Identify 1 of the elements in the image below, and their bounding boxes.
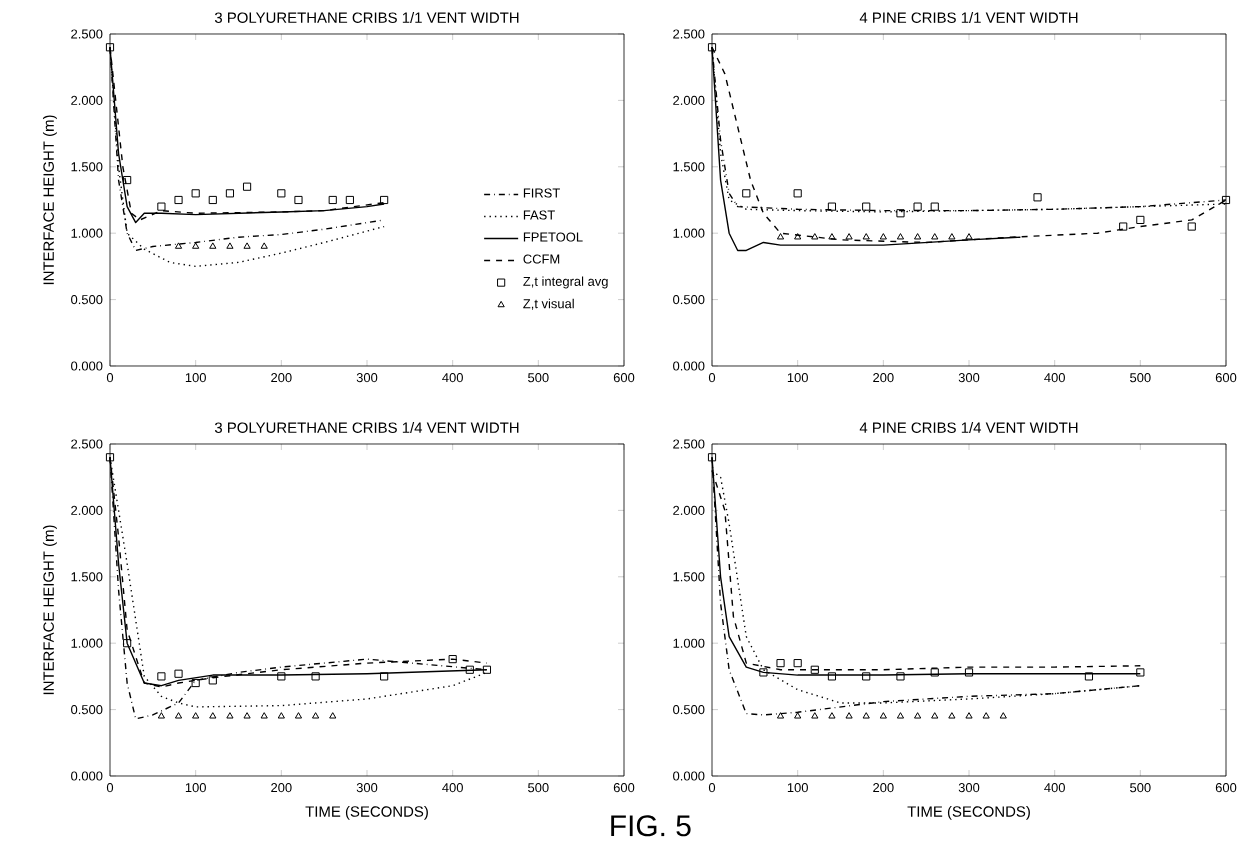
caption: FIG. 5 xyxy=(611,815,691,837)
